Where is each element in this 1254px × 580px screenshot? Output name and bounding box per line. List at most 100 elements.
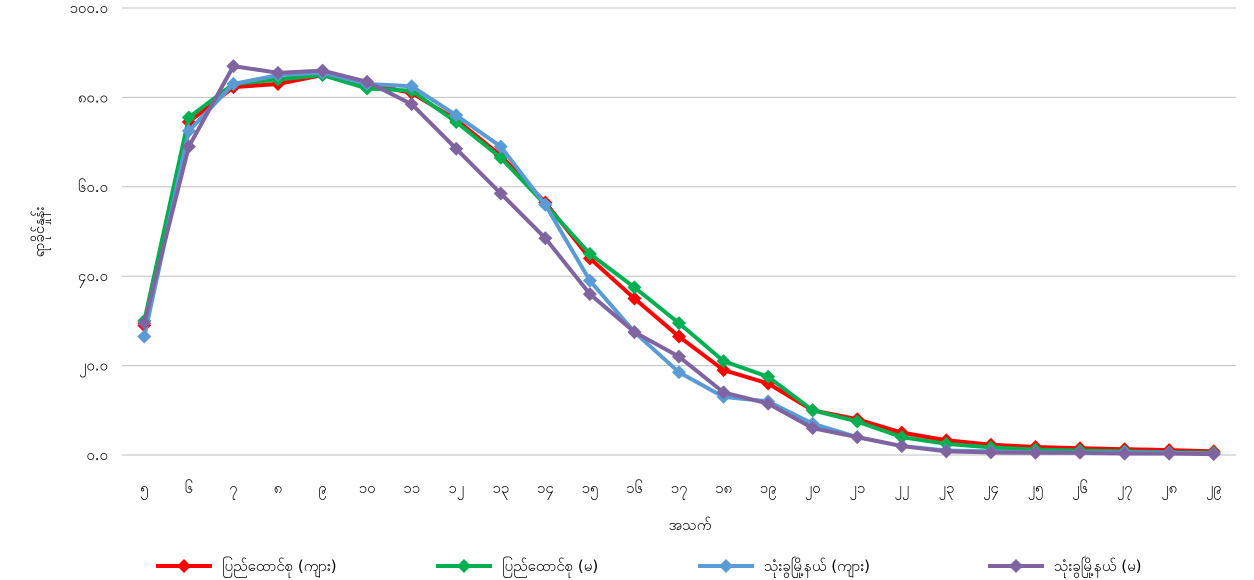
legend-item: ပြည်ထောင်စု (မ) xyxy=(436,556,598,578)
data-point xyxy=(493,139,508,154)
data-point xyxy=(582,246,597,261)
x-tick-label: ၁၇ xyxy=(671,479,688,500)
x-tick-label: ၁၈ xyxy=(715,479,732,497)
data-point xyxy=(1206,447,1221,462)
data-point xyxy=(582,287,597,302)
legend-label: ပြည်ထောင်စု (မ) xyxy=(502,556,598,578)
data-point xyxy=(716,354,731,369)
x-tick-label: ၂၇ xyxy=(1117,479,1133,500)
data-point xyxy=(181,139,196,154)
x-tick-label: ၂၈ xyxy=(1161,479,1177,500)
x-tick-label: ၂၂ xyxy=(894,479,909,500)
data-point xyxy=(1073,445,1088,460)
series-line xyxy=(142,70,1214,456)
data-point xyxy=(493,186,508,201)
data-point xyxy=(360,74,375,89)
data-point xyxy=(761,369,776,384)
legend-label: သုံးခွမြို့နယ် (ကျား) xyxy=(764,556,870,578)
data-point xyxy=(761,396,776,411)
legend-item: ပြည်ထောင်စု (ကျား) xyxy=(156,556,337,578)
x-tick-label: ၂၀ xyxy=(805,479,821,500)
y-tick-label: ၆၀.၀ xyxy=(78,178,108,196)
x-tick-label: ၂၃ xyxy=(938,479,954,500)
data-point xyxy=(850,414,865,429)
data-point xyxy=(404,97,419,112)
x-tick-label: ၂၉ xyxy=(1206,479,1222,500)
data-point xyxy=(627,280,642,295)
data-point xyxy=(894,439,909,454)
x-tick-label: ၇ xyxy=(229,479,237,500)
legend-swatch-marker xyxy=(719,559,733,573)
gridlines xyxy=(122,7,1236,456)
data-point xyxy=(226,76,241,91)
x-tick-label: ၈ xyxy=(274,479,283,497)
legend-swatch-marker xyxy=(177,559,191,573)
x-tick-label: ၆ xyxy=(185,479,193,497)
x-tick-label: ၂၁ xyxy=(849,479,865,500)
x-tick-label: ၂၅ xyxy=(1028,479,1044,500)
data-point xyxy=(137,329,152,344)
data-point xyxy=(1028,445,1043,460)
data-point xyxy=(181,110,196,125)
legend-item: သုံးခွမြို့နယ် (မ) xyxy=(988,556,1142,578)
data-point xyxy=(672,365,686,380)
y-tick-label: ၄၀.၀ xyxy=(78,267,108,288)
series-layer xyxy=(137,59,1221,462)
x-tick-label: ၅ xyxy=(140,479,148,500)
y-tick-label: ၁၀၀.၀ xyxy=(69,0,108,17)
data-point xyxy=(627,325,642,340)
legend-swatch-marker xyxy=(457,559,471,573)
data-point xyxy=(137,316,152,331)
data-point xyxy=(449,108,464,123)
y-axis-ticks: ၀.၀ ၂၀.၀ ၄၀.၀ ၆၀.၀ ၈၀.၀ ၁၀၀.၀ xyxy=(69,0,108,464)
data-point xyxy=(850,430,865,445)
data-point xyxy=(939,444,954,459)
x-tick-label: ၁၄ xyxy=(537,479,554,500)
data-point xyxy=(1117,446,1132,461)
x-tick-label: ၁၂ xyxy=(448,479,464,500)
legend-label: သုံးခွမြို့နယ် (မ) xyxy=(1054,556,1142,578)
x-tick-label: ၁၉ xyxy=(760,479,777,500)
data-point xyxy=(716,385,731,400)
x-tick-label: ၂၄ xyxy=(983,479,999,500)
data-point xyxy=(538,231,553,246)
legend: ပြည်ထောင်စု (ကျား) ပြည်ထောင်စု (မ) သုံးခွမ… xyxy=(156,556,1142,578)
series-line xyxy=(142,73,1214,454)
series-line xyxy=(142,73,1214,455)
data-point xyxy=(270,65,285,80)
data-point xyxy=(672,316,686,331)
y-axis-title: ရာခိုင်နှုန်း xyxy=(30,206,51,257)
data-point xyxy=(582,273,597,288)
data-point xyxy=(672,349,686,364)
x-tick-label: ၂၆ xyxy=(1072,479,1088,500)
data-point xyxy=(983,445,998,460)
data-point xyxy=(226,59,241,74)
data-point xyxy=(315,63,330,78)
data-point xyxy=(716,363,731,378)
y-tick-label: ၀.၀ xyxy=(86,446,108,464)
y-tick-label: ၈၀.၀ xyxy=(78,88,108,106)
series-2 xyxy=(137,68,1221,460)
data-point xyxy=(805,403,820,418)
x-tick-label: ၁၆ xyxy=(626,479,643,497)
series-4 xyxy=(137,59,1221,462)
x-tick-label: ၁၅ xyxy=(581,479,598,500)
series-line xyxy=(142,64,1214,457)
data-point xyxy=(538,197,553,212)
data-point xyxy=(449,141,464,156)
data-point xyxy=(894,430,909,445)
series-1 xyxy=(137,68,1221,459)
x-tick-label: ၁၀ xyxy=(359,479,376,497)
data-point xyxy=(1162,446,1177,461)
legend-item: သုံးခွမြို့နယ် (ကျား) xyxy=(698,556,870,578)
data-point xyxy=(627,291,642,306)
legend-swatch-marker xyxy=(1009,559,1023,573)
y-tick-label: ၂၀.၀ xyxy=(79,357,108,378)
data-point xyxy=(805,421,820,436)
x-axis-title: အသက် xyxy=(669,516,712,534)
x-tick-label: ၁၃ xyxy=(492,479,509,500)
data-point xyxy=(181,123,196,138)
data-point xyxy=(404,79,419,94)
x-tick-label: ၁၁ xyxy=(403,479,420,497)
